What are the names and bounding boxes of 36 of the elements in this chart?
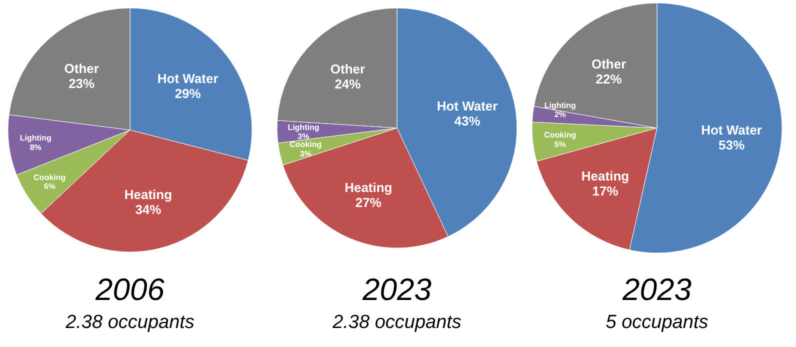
data-label: 53%: [718, 137, 745, 152]
slice-label: Other: [591, 56, 626, 72]
data-label: 3%: [298, 132, 310, 141]
data-label: 29%: [174, 86, 202, 102]
data-label: 22%: [596, 72, 622, 87]
slice-label: Lighting: [544, 100, 576, 110]
slice-label: Hot Water: [157, 71, 218, 86]
slice-label: Lighting: [288, 122, 320, 132]
text: 2.38 occupants: [332, 312, 462, 333]
text: 2006: [94, 272, 166, 307]
data-label: 2%: [554, 110, 566, 120]
text: 2023: [362, 272, 432, 307]
data-label: 17%: [592, 183, 619, 198]
text: 5 occupants: [606, 312, 709, 333]
slice-label: Heating: [581, 168, 630, 184]
data-label: 24%: [334, 76, 362, 92]
data-label: 43%: [454, 113, 481, 128]
data-label: 6%: [44, 182, 56, 191]
slice-label: Heating: [344, 180, 392, 196]
slice-label: Hot Water: [436, 98, 498, 114]
slice-label: Cooking: [290, 140, 322, 150]
text: 2.38 occupants: [64, 312, 195, 333]
slice-label: Other: [64, 61, 99, 76]
slice-label: Other: [330, 62, 366, 77]
data-label: 27%: [355, 195, 382, 210]
slice-label: Hot Water: [701, 122, 762, 138]
data-label: 23%: [68, 76, 96, 92]
data-label: 3%: [300, 149, 312, 158]
slice-label: Lighting: [20, 134, 52, 143]
data-label: 8%: [30, 142, 42, 152]
slice-label: Heating: [124, 186, 172, 202]
text: 2023: [622, 272, 692, 307]
data-label: 5%: [554, 140, 566, 149]
slice-label: Cooking: [544, 130, 576, 140]
data-label: 34%: [135, 202, 162, 217]
slice-label: Cooking: [34, 172, 66, 182]
